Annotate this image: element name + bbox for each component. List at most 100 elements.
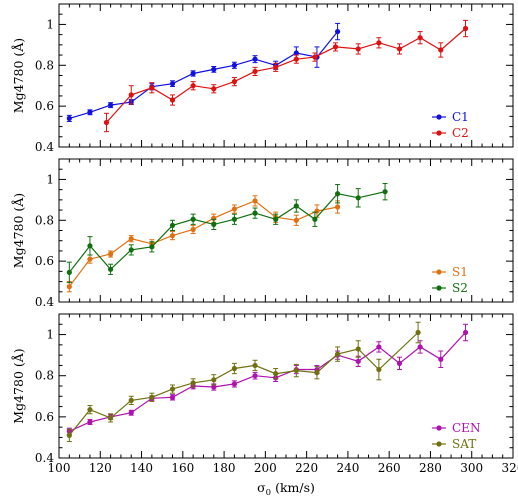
y-tick-label: 1 bbox=[46, 17, 54, 31]
data-point bbox=[334, 204, 341, 210]
data-point bbox=[252, 210, 258, 216]
plot-frame bbox=[58, 313, 514, 459]
data-point bbox=[149, 394, 155, 400]
y-tick-label: 0.8 bbox=[35, 58, 54, 72]
x-tick-label: 320 bbox=[502, 461, 518, 475]
y-tick-label: 0.8 bbox=[35, 369, 54, 383]
data-point bbox=[376, 366, 382, 373]
legend-label: SAT bbox=[452, 437, 476, 451]
legend-marker bbox=[436, 114, 442, 120]
y-tick-label: 0.6 bbox=[35, 254, 54, 268]
x-tick-label: 200 bbox=[254, 461, 277, 475]
data-point bbox=[169, 97, 176, 103]
x-axis-label: σ0 (km/s) bbox=[257, 480, 315, 498]
data-point bbox=[211, 384, 217, 390]
data-point bbox=[273, 371, 279, 377]
y-tick-label: 0.4 bbox=[35, 451, 54, 465]
data-point bbox=[252, 56, 258, 62]
data-point bbox=[87, 109, 93, 115]
x-tick-label: 260 bbox=[378, 461, 401, 475]
y-axis-label: Mg4780 (Å) bbox=[11, 348, 26, 423]
data-point bbox=[87, 256, 93, 262]
data-point bbox=[355, 46, 361, 52]
panel-2: 0.4 0.6 0.8 1 Mg4780 (Å) S1 S2 bbox=[11, 158, 514, 309]
data-point bbox=[231, 365, 238, 372]
data-point bbox=[87, 419, 93, 425]
data-point bbox=[293, 367, 299, 374]
data-point bbox=[438, 47, 444, 53]
series-sat: SAT bbox=[66, 321, 476, 451]
data-point bbox=[211, 377, 217, 383]
series-s2: S2 bbox=[66, 183, 468, 295]
series-line bbox=[106, 28, 466, 123]
data-point bbox=[66, 432, 72, 438]
data-point bbox=[252, 68, 258, 75]
data-point bbox=[128, 247, 134, 253]
data-point bbox=[149, 244, 155, 250]
data-point bbox=[169, 233, 176, 239]
x-tick-label: 240 bbox=[336, 461, 359, 475]
x-axis-label-units: (km/s) bbox=[271, 480, 315, 495]
legend-label: CEN bbox=[452, 421, 480, 435]
panel-1: 0.4 0.6 0.8 1 Mg4780 (Å) C1 C2 bbox=[11, 3, 514, 154]
data-point bbox=[334, 28, 341, 35]
y-tick-label: 1 bbox=[46, 172, 54, 186]
data-point bbox=[107, 102, 114, 108]
legend-marker bbox=[436, 130, 442, 136]
legend-marker bbox=[436, 425, 442, 431]
legend-marker bbox=[436, 285, 442, 291]
x-tick-label: 140 bbox=[130, 461, 153, 475]
x-tick-label: 160 bbox=[171, 461, 194, 475]
data-point bbox=[190, 83, 196, 89]
data-point bbox=[87, 407, 93, 413]
x-tick-label: 280 bbox=[419, 461, 442, 475]
data-point bbox=[312, 54, 318, 60]
data-point bbox=[438, 356, 444, 362]
data-point bbox=[231, 206, 238, 212]
data-point bbox=[396, 360, 403, 366]
y-axis-label: Mg4780 (Å) bbox=[11, 38, 26, 113]
data-point bbox=[332, 44, 339, 50]
series-line bbox=[68, 191, 386, 273]
data-point bbox=[211, 66, 217, 72]
series-s1: S1 bbox=[66, 195, 468, 293]
data-point bbox=[66, 269, 72, 275]
data-point bbox=[334, 191, 341, 197]
data-point bbox=[417, 35, 423, 41]
data-point bbox=[190, 380, 196, 386]
data-point bbox=[293, 50, 299, 56]
data-point bbox=[252, 362, 258, 369]
data-point bbox=[66, 284, 72, 290]
data-point bbox=[211, 221, 217, 227]
data-point bbox=[169, 222, 176, 228]
data-point bbox=[169, 81, 176, 87]
data-point bbox=[314, 370, 320, 376]
data-point bbox=[334, 351, 341, 357]
x-axis-label-symbol: σ bbox=[257, 480, 266, 495]
series-line bbox=[69, 31, 339, 119]
data-point bbox=[190, 70, 196, 77]
x-axis-label-subscript: 0 bbox=[266, 488, 271, 498]
legend-marker bbox=[436, 269, 442, 275]
data-point bbox=[355, 346, 361, 352]
data-point bbox=[396, 46, 403, 52]
legend-label: C1 bbox=[452, 110, 469, 124]
series-c2: C2 bbox=[103, 19, 469, 140]
data-point bbox=[252, 198, 258, 204]
panel-3: 0.4 0.6 0.8 1 100 120 140 160 180 200 220 240 260 280… bbox=[11, 313, 518, 475]
y-tick-label: 0.6 bbox=[35, 410, 54, 424]
y-axis-label: Mg4780 (Å) bbox=[11, 193, 26, 268]
data-point bbox=[128, 410, 134, 416]
data-point bbox=[312, 216, 318, 222]
data-point bbox=[231, 216, 238, 222]
data-point bbox=[273, 64, 279, 70]
data-point bbox=[128, 397, 134, 403]
data-point bbox=[66, 115, 72, 121]
data-point bbox=[107, 266, 114, 272]
series-line bbox=[68, 200, 338, 288]
data-point bbox=[355, 195, 361, 201]
data-point bbox=[169, 386, 176, 392]
data-point bbox=[169, 394, 176, 400]
data-point bbox=[231, 79, 238, 85]
data-point bbox=[107, 251, 114, 257]
